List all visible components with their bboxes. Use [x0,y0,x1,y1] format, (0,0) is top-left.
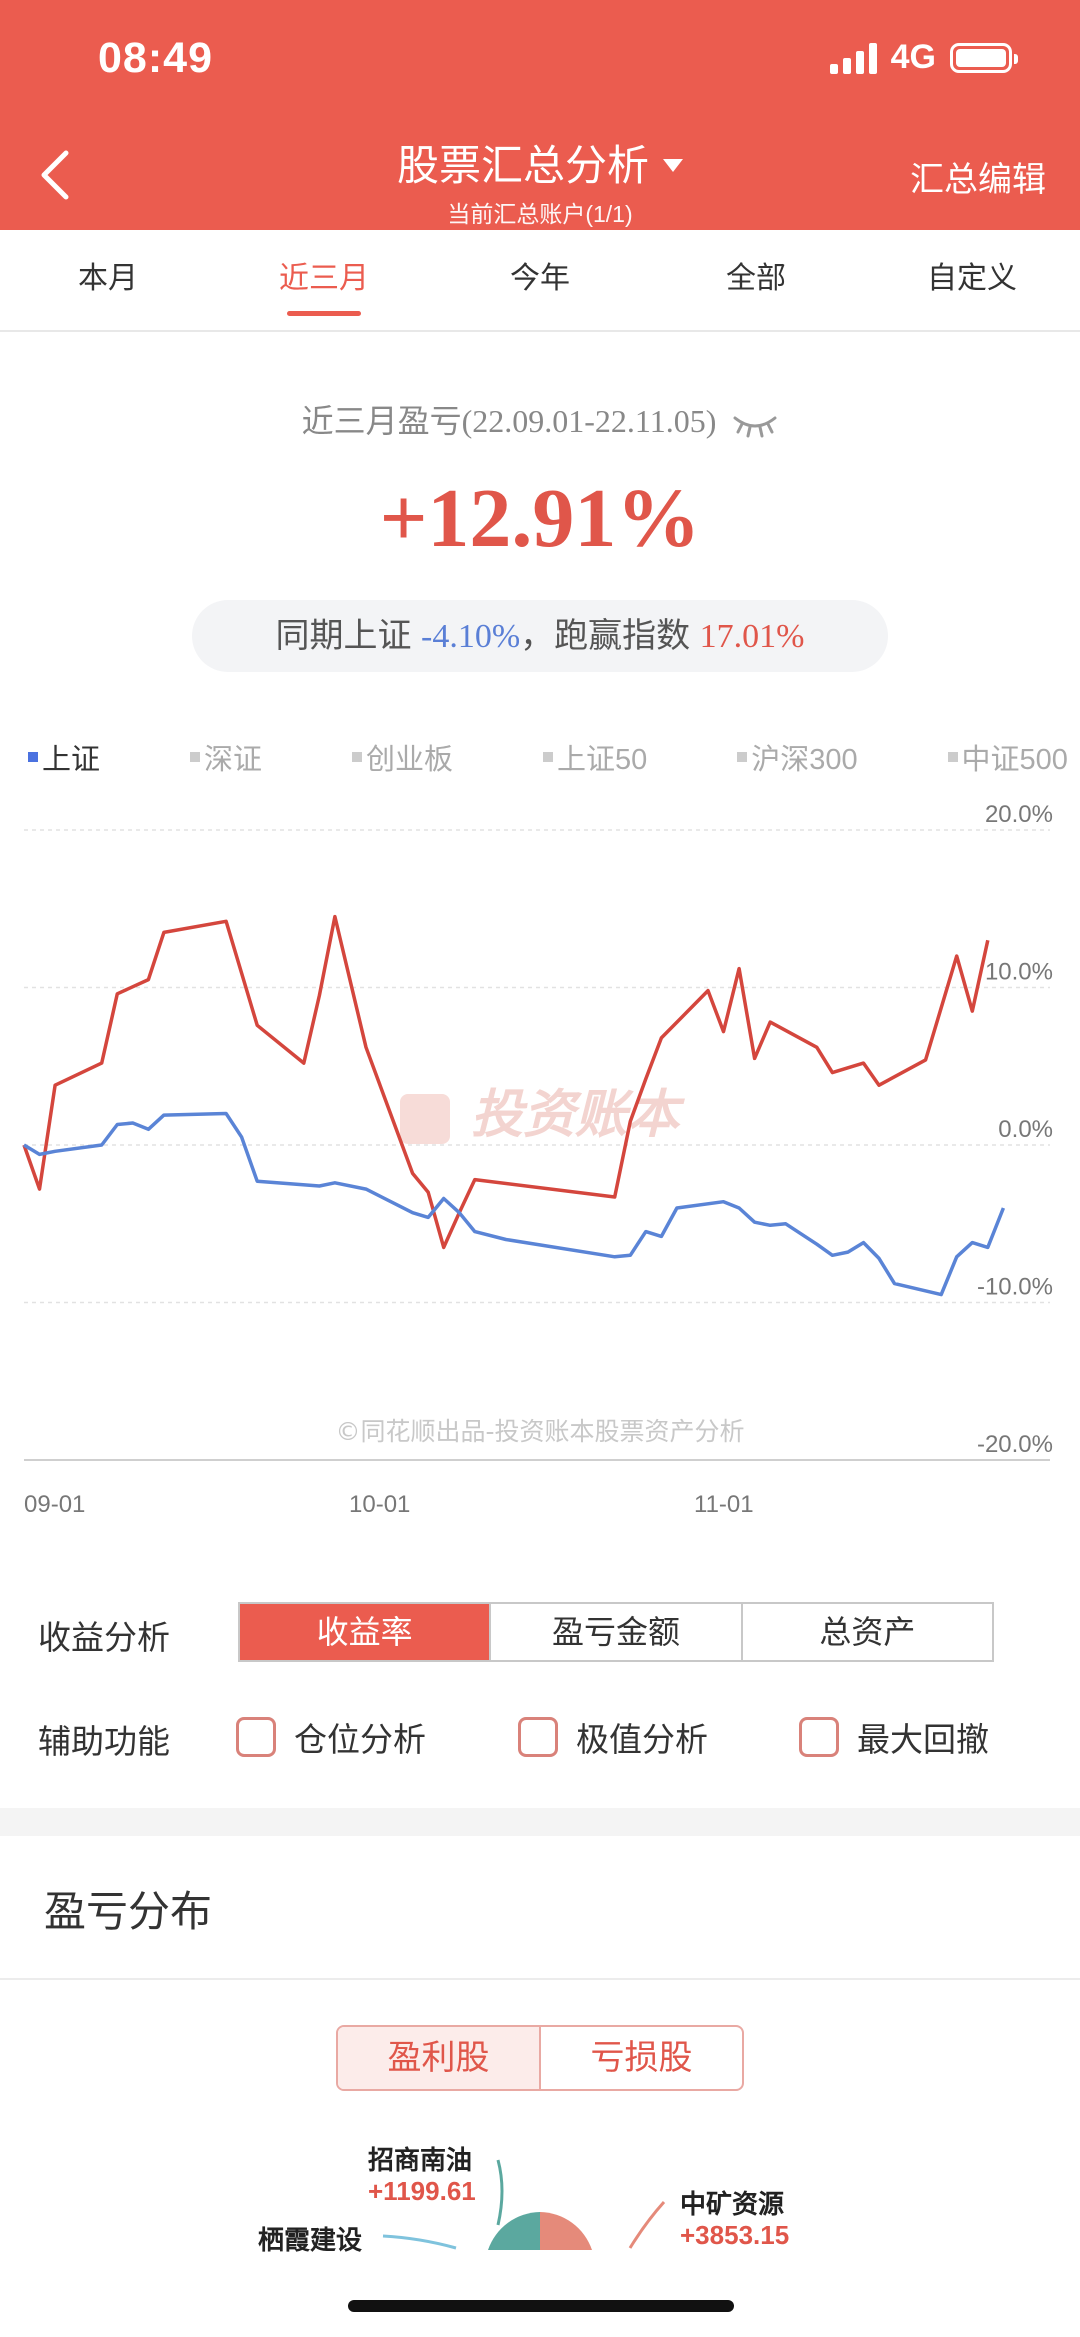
checkbox-label: 最大回撤 [857,1721,989,1758]
x-tick-label: 09-01 [24,1491,85,1518]
y-tick-label: 10.0% [985,959,1053,986]
stock-value: +3853.15 [680,2220,790,2250]
index-label: 创业板 [365,744,453,776]
period-label-row: 近三月盈亏(22.09.01-22.11.05) [0,396,1080,442]
pie-slice[interactable] [488,2212,540,2250]
summary-edit-button[interactable]: 汇总编辑 [910,161,1046,199]
distribution-title: 盈亏分布 [44,1888,213,1935]
battery-icon [950,42,1018,73]
aux-label: 辅助功能 [38,1723,170,1760]
compare-prefix: 同期上证 [275,617,412,655]
index-comparison: 同期上证 -4.10%，跑赢指数 17.01% [192,600,888,672]
title-area[interactable]: 股票汇总分析 当前汇总账户(1/1) [0,132,1080,229]
portfolio-return-line [22,914,990,1250]
checkbox-label: 仓位分析 [294,1721,426,1758]
signal-icon [829,42,877,74]
legend-marker [189,752,200,762]
y-tick-label: 20.0% [985,801,1053,828]
legend-marker [737,752,748,762]
back-arrow-icon[interactable] [36,145,76,205]
account-subtitle: 当前汇总账户(1/1) [447,201,633,227]
index-shanghai[interactable]: 上证 [28,736,100,778]
index-sse50[interactable]: 上证50 [542,736,648,778]
page-title-dropdown[interactable]: 股票汇总分析 [397,132,683,193]
tab-three-months[interactable]: 近三月 [216,230,432,330]
y-tick-label: 0.0% [998,1116,1053,1143]
period-label: 近三月盈亏(22.09.01-22.11.05) [301,403,717,439]
checkbox-box[interactable] [518,1717,558,1757]
index-label: 深证 [203,744,262,776]
eye-closed-icon[interactable] [732,412,778,438]
x-tick-label: 11-01 [694,1491,754,1518]
tab-loss-stocks[interactable]: 亏损股 [590,2039,693,2077]
watermark-logo-icon [400,1094,450,1144]
index-shenzhen[interactable]: 深证 [189,736,262,778]
index-chinext[interactable]: 创业板 [351,736,453,778]
legend-marker [542,752,553,762]
chart-watermark: 投资账本 [471,1085,685,1145]
home-indicator [348,2300,734,2312]
profit-percentage: +12.91% [379,472,701,565]
checkbox-box[interactable] [799,1717,839,1757]
chart-credit: ©同花顺出品-投资账本股票资产分析 [335,1417,744,1446]
return-line-chart[interactable]: 20.0% 10.0% 0.0% -10.0% -20.0% 投资账本 ©同花顺出品-投资账… [0,800,1080,1540]
tab-custom[interactable]: 自定义 [927,262,1017,295]
legend-marker [947,752,958,762]
divider [0,1978,1080,1980]
segment-return-rate[interactable]: 收益率 [240,1604,490,1660]
dropdown-caret-icon [663,159,683,172]
analysis-label: 收益分析 [38,1619,170,1656]
index-selector: 上证 深证 创业板 上证50 沪深300 中证500 [28,736,1068,778]
y-tick-label: -10.0% [977,1274,1053,1301]
period-tabs: 本月 近三月 今年 全部 自定义 [0,230,1080,332]
stock-name: 中矿资源 [680,2189,785,2219]
network-type: 4G [890,38,936,76]
app-header: 08:49 4G 股票汇总分析 当前汇总账户(1/1) 汇总编辑 [0,0,1080,230]
compare-mid: ，跑赢指数 [520,617,691,655]
checkbox-label: 极值分析 [576,1721,708,1758]
distribution-tabs: 盈利股 亏损股 [336,2025,744,2091]
tab-this-month[interactable]: 本月 [78,262,138,295]
max-drawdown-checkbox[interactable]: 最大回撤 [799,1713,989,1761]
x-tick-label: 10-01 [349,1491,410,1518]
stock-name: 栖霞建设 [258,2225,363,2255]
tab-profit-stocks[interactable]: 盈利股 [338,2027,541,2089]
index-return: -4.10% [421,618,521,655]
index-label: 中证500 [961,744,1068,776]
legend-marker [351,752,362,762]
distribution-pie[interactable] [0,2130,1080,2250]
index-csi500[interactable]: 中证500 [947,736,1068,778]
status-indicators: 4G [829,38,1018,77]
extreme-analysis-checkbox[interactable]: 极值分析 [518,1713,708,1761]
section-gap [0,1808,1080,1836]
pie-slice[interactable] [540,2212,592,2250]
index-return-line [23,1111,1006,1297]
y-tick-label: -20.0% [977,1431,1053,1458]
status-time: 08:49 [98,34,213,82]
tab-all[interactable]: 全部 [726,262,786,295]
index-csi300[interactable]: 沪深300 [737,736,858,778]
legend-marker [28,752,38,762]
stock-name: 招商南油 [368,2145,473,2175]
index-label: 上证 [42,744,101,776]
beat-index-value: 17.01% [699,618,805,655]
index-label: 上证50 [556,744,648,776]
tab-this-year[interactable]: 今年 [510,262,570,295]
position-analysis-checkbox[interactable]: 仓位分析 [236,1713,426,1761]
leader-line [382,2234,457,2250]
index-label: 沪深300 [751,744,858,776]
stock-value: +1199.61 [368,2176,476,2206]
leader-line [496,2159,504,2226]
analysis-type-selector: 收益率 盈亏金额 总资产 [238,1602,994,1662]
leader-line [628,2200,666,2249]
checkbox-box[interactable] [236,1717,276,1757]
segment-profit-amount[interactable]: 盈亏金额 [489,1604,740,1660]
segment-total-assets[interactable]: 总资产 [740,1604,992,1660]
page-title: 股票汇总分析 [396,142,649,189]
